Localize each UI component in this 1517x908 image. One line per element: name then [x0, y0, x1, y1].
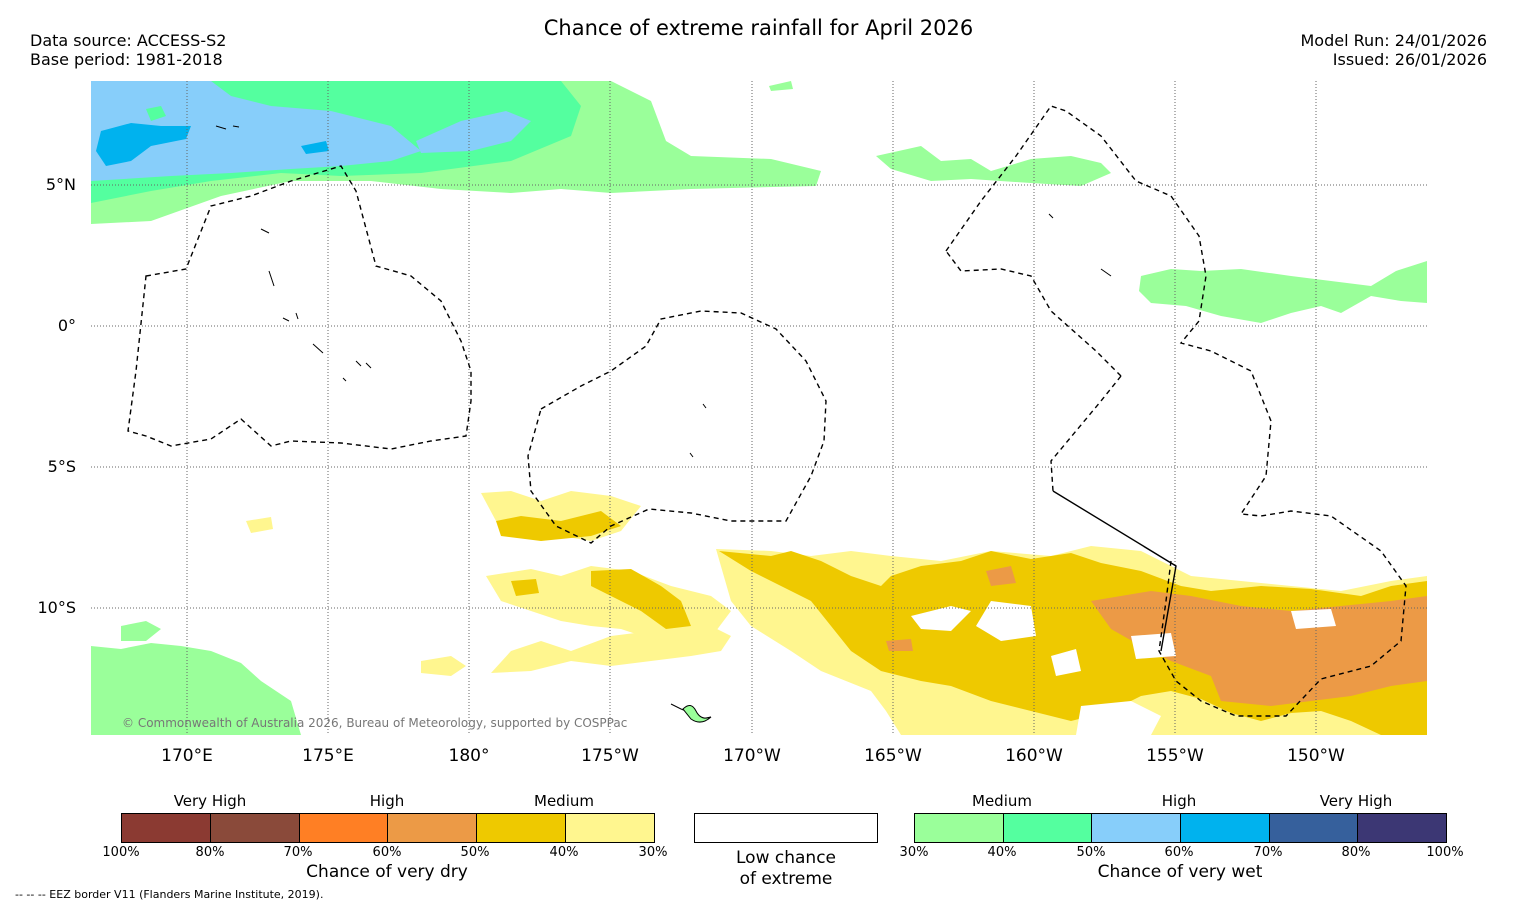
- dry-tick-100: 100%: [102, 845, 140, 860]
- wet-tick-50: 50%: [1076, 845, 1106, 860]
- lat-label-10s: 10°S: [37, 598, 76, 617]
- lat-label-0: 0°: [57, 316, 76, 335]
- lon-label-180: 180°: [448, 746, 490, 766]
- wet-swatch-5: [1269, 814, 1359, 842]
- dry-cat-high: High: [369, 792, 405, 810]
- wet-swatch-6: [1358, 814, 1447, 842]
- lon-label-150w: 150°W: [1287, 746, 1345, 766]
- wet-cat-very-high: Very High: [1319, 792, 1393, 810]
- lon-label-170e: 170°E: [161, 746, 213, 766]
- wet-swatch-3: [1092, 814, 1182, 842]
- base-period-text: Base period: 1981-2018: [30, 50, 223, 69]
- wet-cat-medium: Medium: [972, 792, 1032, 810]
- dry-swatch-5: [477, 814, 567, 842]
- wet-legend-title: Chance of very wet: [1097, 862, 1263, 882]
- graticule: [91, 81, 1427, 735]
- wet-tick-60: 60%: [1164, 845, 1194, 860]
- low-chance-label: Low chance of extreme: [694, 848, 878, 890]
- dry-cat-medium: Medium: [534, 792, 594, 810]
- data-source-text: Data source: ACCESS-S2: [30, 31, 227, 50]
- lon-label-175w: 175°W: [581, 746, 639, 766]
- issued-text: Issued: 26/01/2026: [1332, 50, 1487, 69]
- dry-swatch-4: [388, 814, 478, 842]
- lon-label-170w: 170°W: [723, 746, 781, 766]
- dry-tick-50: 50%: [460, 845, 490, 860]
- wet-swatch-2: [1003, 814, 1093, 842]
- dry-cat-very-high: Very High: [173, 792, 247, 810]
- wet-tick-30: 30%: [899, 845, 929, 860]
- wet-north-band: [91, 81, 1427, 323]
- dry-swatch-3: [299, 814, 389, 842]
- wet-swatch-1: [915, 814, 1004, 842]
- lat-label-5n: 5°N: [45, 175, 76, 194]
- dry-tick-30: 30%: [638, 845, 668, 860]
- model-run-block: Model Run: 24/01/2026 Issued: 26/01/2026: [1301, 31, 1488, 69]
- dry-tick-40: 40%: [549, 845, 579, 860]
- dry-tick-70: 70%: [283, 845, 313, 860]
- eez-footnote: -- -- -- EEZ border V11 (Flanders Marine…: [15, 888, 324, 901]
- map-title: Chance of extreme rainfall for April 202…: [543, 16, 974, 40]
- islands: [215, 125, 1112, 723]
- dry-legend-title: Chance of very dry: [306, 862, 468, 882]
- low-chance-line2: of extreme: [739, 869, 833, 889]
- wet-colorbar: [914, 813, 1447, 843]
- dry-south: [246, 491, 1427, 735]
- dry-swatch-1: [122, 814, 211, 842]
- dry-tick-80: 80%: [195, 845, 225, 860]
- lon-label-165w: 165°W: [864, 746, 922, 766]
- rainfall-map: [91, 81, 1427, 735]
- lat-label-5s: 5°S: [47, 457, 76, 476]
- wet-swatch-4: [1181, 814, 1270, 842]
- lon-label-160w: 160°W: [1005, 746, 1063, 766]
- lon-label-155w: 155°W: [1146, 746, 1204, 766]
- copyright-text: © Commonwealth of Australia 2026, Bureau…: [122, 716, 628, 730]
- solid-boundary: [1052, 490, 1177, 652]
- dry-swatch-6: [566, 814, 654, 842]
- wet-southwest: [91, 621, 301, 735]
- wet-tick-100: 100%: [1426, 845, 1464, 860]
- low-chance-line1: Low chance: [736, 848, 836, 868]
- data-source-block: Data source: ACCESS-S2 Base period: 1981…: [30, 31, 226, 69]
- low-chance-swatch: [694, 813, 878, 843]
- wet-cat-high: High: [1161, 792, 1197, 810]
- model-run-text: Model Run: 24/01/2026: [1300, 31, 1488, 50]
- dry-tick-60: 60%: [372, 845, 402, 860]
- wet-tick-80: 80%: [1341, 845, 1371, 860]
- dry-swatch-2: [210, 814, 300, 842]
- wet-tick-70: 70%: [1253, 845, 1283, 860]
- lon-label-175e: 175°E: [302, 746, 354, 766]
- dry-colorbar: [121, 813, 655, 843]
- wet-tick-40: 40%: [987, 845, 1017, 860]
- eez-borders: [127, 105, 1407, 717]
